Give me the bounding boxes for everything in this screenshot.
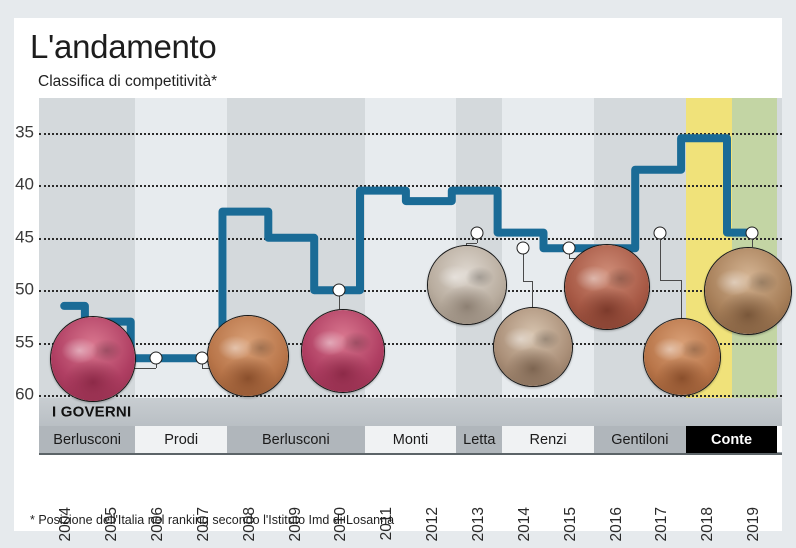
leader-line-gentiloni-6	[681, 279, 682, 318]
portrait-face-letta	[494, 308, 572, 386]
government-band-renzi-5[interactable]: Renzi	[502, 426, 594, 453]
ranking-line-series	[60, 134, 757, 363]
data-marker-2015	[562, 241, 576, 255]
x-axis-year-labels: 2004 2005 2006 2007 2008 2009 2010 2011 2012 2013…	[39, 455, 782, 541]
portrait-monti	[427, 245, 507, 325]
portrait-letta	[493, 307, 573, 387]
government-label: Prodi	[164, 431, 199, 448]
x-axis-label-2015: 2015	[561, 507, 579, 542]
portrait-face-conte	[705, 248, 791, 334]
portrait-berlusconi	[50, 316, 136, 402]
leader-seg-h-4	[522, 280, 532, 282]
x-axis-label-2017: 2017	[653, 507, 671, 542]
governments-header-label: I GOVERNI	[52, 403, 132, 421]
portrait-face-renzi	[565, 245, 649, 329]
portrait-gentiloni	[643, 318, 721, 396]
government-label: Gentiloni	[611, 431, 669, 448]
gridline-50	[39, 290, 782, 293]
data-marker-2013	[470, 226, 484, 240]
gridline-45	[39, 237, 782, 240]
government-band-conte-7[interactable]: Conte	[685, 426, 778, 453]
leader-line-letta-4	[532, 280, 533, 307]
leader-line-monti-3	[466, 242, 467, 245]
government-band-berlusconi-0[interactable]: Berlusconi	[39, 426, 136, 453]
gridlines-and-axis-labels: 35 40 45 50 55 60	[15, 98, 782, 404]
leader-seg-v-6	[660, 232, 662, 280]
data-marker-2014	[516, 241, 530, 255]
leader-seg-h-6	[660, 279, 681, 281]
x-axis-label-2014: 2014	[515, 507, 533, 542]
data-marker-2006	[149, 351, 163, 365]
government-label: Renzi	[529, 431, 567, 448]
data-marker-2010	[332, 283, 346, 297]
chart-plot-area: 35 40 45 50 55 60	[15, 98, 792, 404]
y-axis-tick-45: 45	[15, 227, 34, 247]
data-marker-2019	[745, 226, 759, 240]
government-label: Monti	[392, 431, 429, 448]
gridline-40	[39, 185, 782, 188]
portrait-face-berlusconi	[51, 317, 135, 401]
y-axis-tick-40: 40	[15, 174, 34, 194]
page-title: L'andamento	[30, 28, 217, 65]
government-band-monti-3[interactable]: Monti	[364, 426, 457, 453]
y-axis-tick-60: 60	[15, 384, 34, 404]
portrait-berlusconi	[301, 309, 385, 393]
leader-seg-h-3	[466, 242, 477, 244]
government-bands-row: Berlusconi Prodi Berlusconi Monti Letta Renzi…	[39, 426, 782, 455]
government-label: Letta	[463, 431, 496, 448]
government-label: Berlusconi	[53, 431, 121, 448]
x-axis-label-2016: 2016	[607, 507, 625, 542]
portrait-face-prodi	[208, 316, 288, 396]
footnote: * Posizione dell'Italia nel ranking seco…	[30, 513, 395, 527]
chart-subtitle: Classifica di competitività*	[38, 73, 218, 90]
y-axis-tick-35: 35	[15, 122, 34, 142]
government-band-prodi-1[interactable]: Prodi	[135, 426, 228, 453]
leader-line-berlusconi-2	[339, 290, 341, 309]
data-marker-2017	[653, 226, 667, 240]
data-marker-2007	[195, 351, 209, 365]
leader-seg-v-4	[522, 248, 524, 281]
y-axis-tick-50: 50	[15, 279, 34, 299]
y-axis-tick-55: 55	[15, 332, 34, 352]
leader-line-conte-7	[752, 232, 754, 247]
gridline-35	[39, 133, 782, 135]
portrait-prodi	[207, 315, 289, 397]
government-band-letta-4[interactable]: Letta	[456, 426, 503, 453]
governments-header: I GOVERNI	[39, 398, 782, 426]
gridline-60	[39, 395, 782, 397]
x-axis-label-2012: 2012	[424, 507, 442, 542]
portrait-face-monti	[428, 246, 506, 324]
x-axis-label-2018: 2018	[699, 507, 717, 542]
portrait-conte	[704, 247, 792, 335]
x-axis-label-2013: 2013	[470, 507, 487, 542]
government-band-berlusconi-2[interactable]: Berlusconi	[227, 426, 365, 453]
government-label: Berlusconi	[261, 431, 330, 448]
government-label: Conte	[710, 431, 753, 448]
government-band-gentiloni-6[interactable]: Gentiloni	[593, 426, 686, 453]
portrait-renzi	[564, 244, 650, 330]
x-axis-label-2019: 2019	[745, 507, 763, 542]
ranking-line-path	[60, 134, 757, 363]
gridline-55	[39, 342, 782, 345]
portrait-face-berlusconi	[302, 310, 384, 392]
infographic-card: L'andamento Classifica di competitività*…	[14, 18, 792, 541]
portrait-face-gentiloni	[644, 319, 720, 395]
